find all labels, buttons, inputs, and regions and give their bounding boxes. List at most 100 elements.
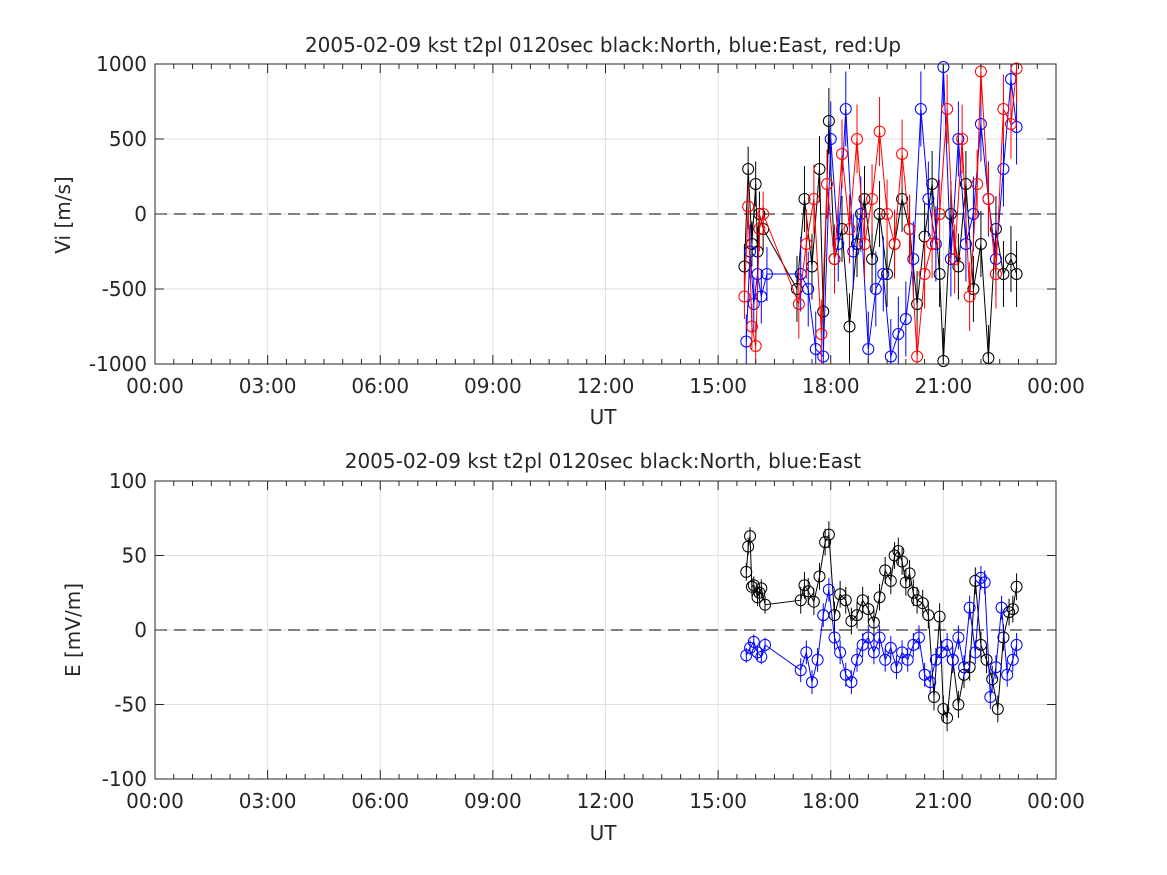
velocity-y-tick-label: 0	[134, 202, 147, 226]
velocity-data-point	[974, 238, 987, 250]
efield-data-point	[941, 711, 954, 724]
efield-y-tick-label: 100	[109, 469, 147, 493]
velocity-data-point	[967, 283, 980, 295]
velocity-data-point	[815, 328, 828, 340]
velocity-data-point	[903, 223, 916, 235]
velocity-data-point	[858, 193, 871, 205]
velocity-data-point	[817, 350, 830, 363]
efield-data-point	[1003, 606, 1016, 619]
efield-data-point	[794, 664, 807, 677]
velocity-data-point	[839, 103, 852, 115]
velocity-data-point	[926, 178, 939, 190]
efield-panel-title: 2005-02-09 kst t2pl 0120sec black:North,…	[345, 449, 862, 473]
velocity-data-point	[959, 238, 972, 250]
velocity-data-point	[745, 320, 758, 333]
efield-x-tick-label: 06:00	[351, 789, 409, 813]
velocity-data-point	[873, 125, 886, 138]
efield-series-east	[740, 565, 1023, 709]
efield-data-point	[912, 631, 925, 644]
velocity-data-point	[847, 245, 860, 258]
efield-data-point	[751, 646, 764, 659]
velocity-data-point	[971, 178, 984, 190]
efield-data-point	[744, 641, 757, 654]
velocity-data-point	[753, 223, 766, 235]
velocity-data-point	[1010, 268, 1023, 280]
velocity-data-point	[997, 268, 1010, 280]
velocity-data-point	[824, 133, 837, 145]
velocity-panel-title: 2005-02-09 kst t2pl 0120sec black:North,…	[305, 33, 901, 57]
efield-data-point	[958, 661, 971, 674]
efield-data-point	[952, 698, 965, 711]
efield-data-point	[888, 549, 901, 562]
velocity-y-tick-label: 1000	[96, 52, 147, 76]
efield-data-point	[747, 635, 760, 648]
efield-data-point	[811, 653, 824, 666]
efield-data-point	[867, 646, 880, 659]
efield-data-point	[828, 631, 841, 644]
velocity-data-point	[851, 133, 864, 145]
velocity-data-point	[843, 223, 856, 235]
efield-data-point	[802, 585, 815, 598]
velocity-data-point	[742, 200, 755, 213]
velocity-data-point	[757, 208, 770, 220]
efield-x-tick-label: 09:00	[464, 789, 522, 813]
velocity-data-point	[907, 253, 920, 265]
efield-data-point	[892, 545, 905, 558]
efield-data-point	[974, 571, 987, 584]
velocity-data-point	[866, 253, 879, 265]
efield-data-point	[980, 653, 993, 666]
velocity-data-point	[800, 238, 813, 250]
efield-data-point	[903, 567, 916, 580]
efield-data-point	[978, 576, 991, 589]
velocity-data-point	[989, 268, 1002, 280]
velocity-data-point	[922, 193, 935, 205]
velocity-data-point	[873, 208, 886, 220]
velocity-series-up	[738, 62, 1023, 364]
efield-data-point	[901, 653, 914, 666]
velocity-data-point	[948, 253, 961, 265]
velocity-data-point	[896, 193, 909, 205]
velocity-data-point	[881, 208, 894, 220]
velocity-x-tick-label: 12:00	[577, 374, 635, 398]
velocity-data-point	[807, 193, 820, 205]
velocity-data-point	[738, 290, 751, 303]
velocity-data-point	[914, 103, 927, 115]
velocity-data-point	[822, 115, 835, 127]
velocity-data-point	[896, 148, 909, 160]
efield-data-point	[879, 564, 892, 577]
efield-data-point	[794, 594, 807, 607]
efield-data-point	[813, 570, 826, 583]
velocity-x-axis-label: UT	[590, 405, 618, 429]
efield-data-point	[927, 691, 940, 704]
efield-data-point	[879, 653, 892, 666]
efield-data-point	[851, 653, 864, 666]
velocity-data-point	[877, 268, 890, 280]
velocity-data-point	[866, 193, 879, 205]
velocity-panel: 2005-02-09 kst t2pl 0120sec black:North,…	[51, 33, 1085, 429]
efield-data-point	[745, 580, 758, 593]
velocity-data-point	[911, 350, 924, 363]
velocity-data-point	[1004, 253, 1017, 265]
efield-data-point	[884, 641, 897, 654]
velocity-data-point	[862, 343, 875, 355]
velocity-data-point	[1010, 62, 1023, 75]
velocity-data-point	[802, 283, 815, 295]
efield-data-point	[759, 638, 772, 651]
efield-data-point	[759, 598, 772, 611]
efield-series-north	[740, 521, 1023, 732]
efield-x-tick-label: 03:00	[239, 789, 297, 813]
efield-data-point	[856, 594, 869, 607]
velocity-series-line	[743, 68, 1018, 357]
velocity-y-tick-label: -1000	[89, 352, 147, 376]
velocity-data-point	[742, 163, 755, 175]
efield-y-axis-label: E [mV/m]	[61, 583, 85, 677]
efield-y-tick-label: 0	[134, 618, 147, 642]
velocity-data-point	[817, 305, 830, 318]
efield-data-point	[845, 676, 858, 689]
velocity-x-tick-label: 00:00	[1027, 374, 1085, 398]
efield-data-point	[740, 565, 753, 578]
velocity-x-tick-label: 09:00	[464, 374, 522, 398]
velocity-data-point	[982, 193, 995, 205]
efield-data-point	[807, 595, 820, 608]
